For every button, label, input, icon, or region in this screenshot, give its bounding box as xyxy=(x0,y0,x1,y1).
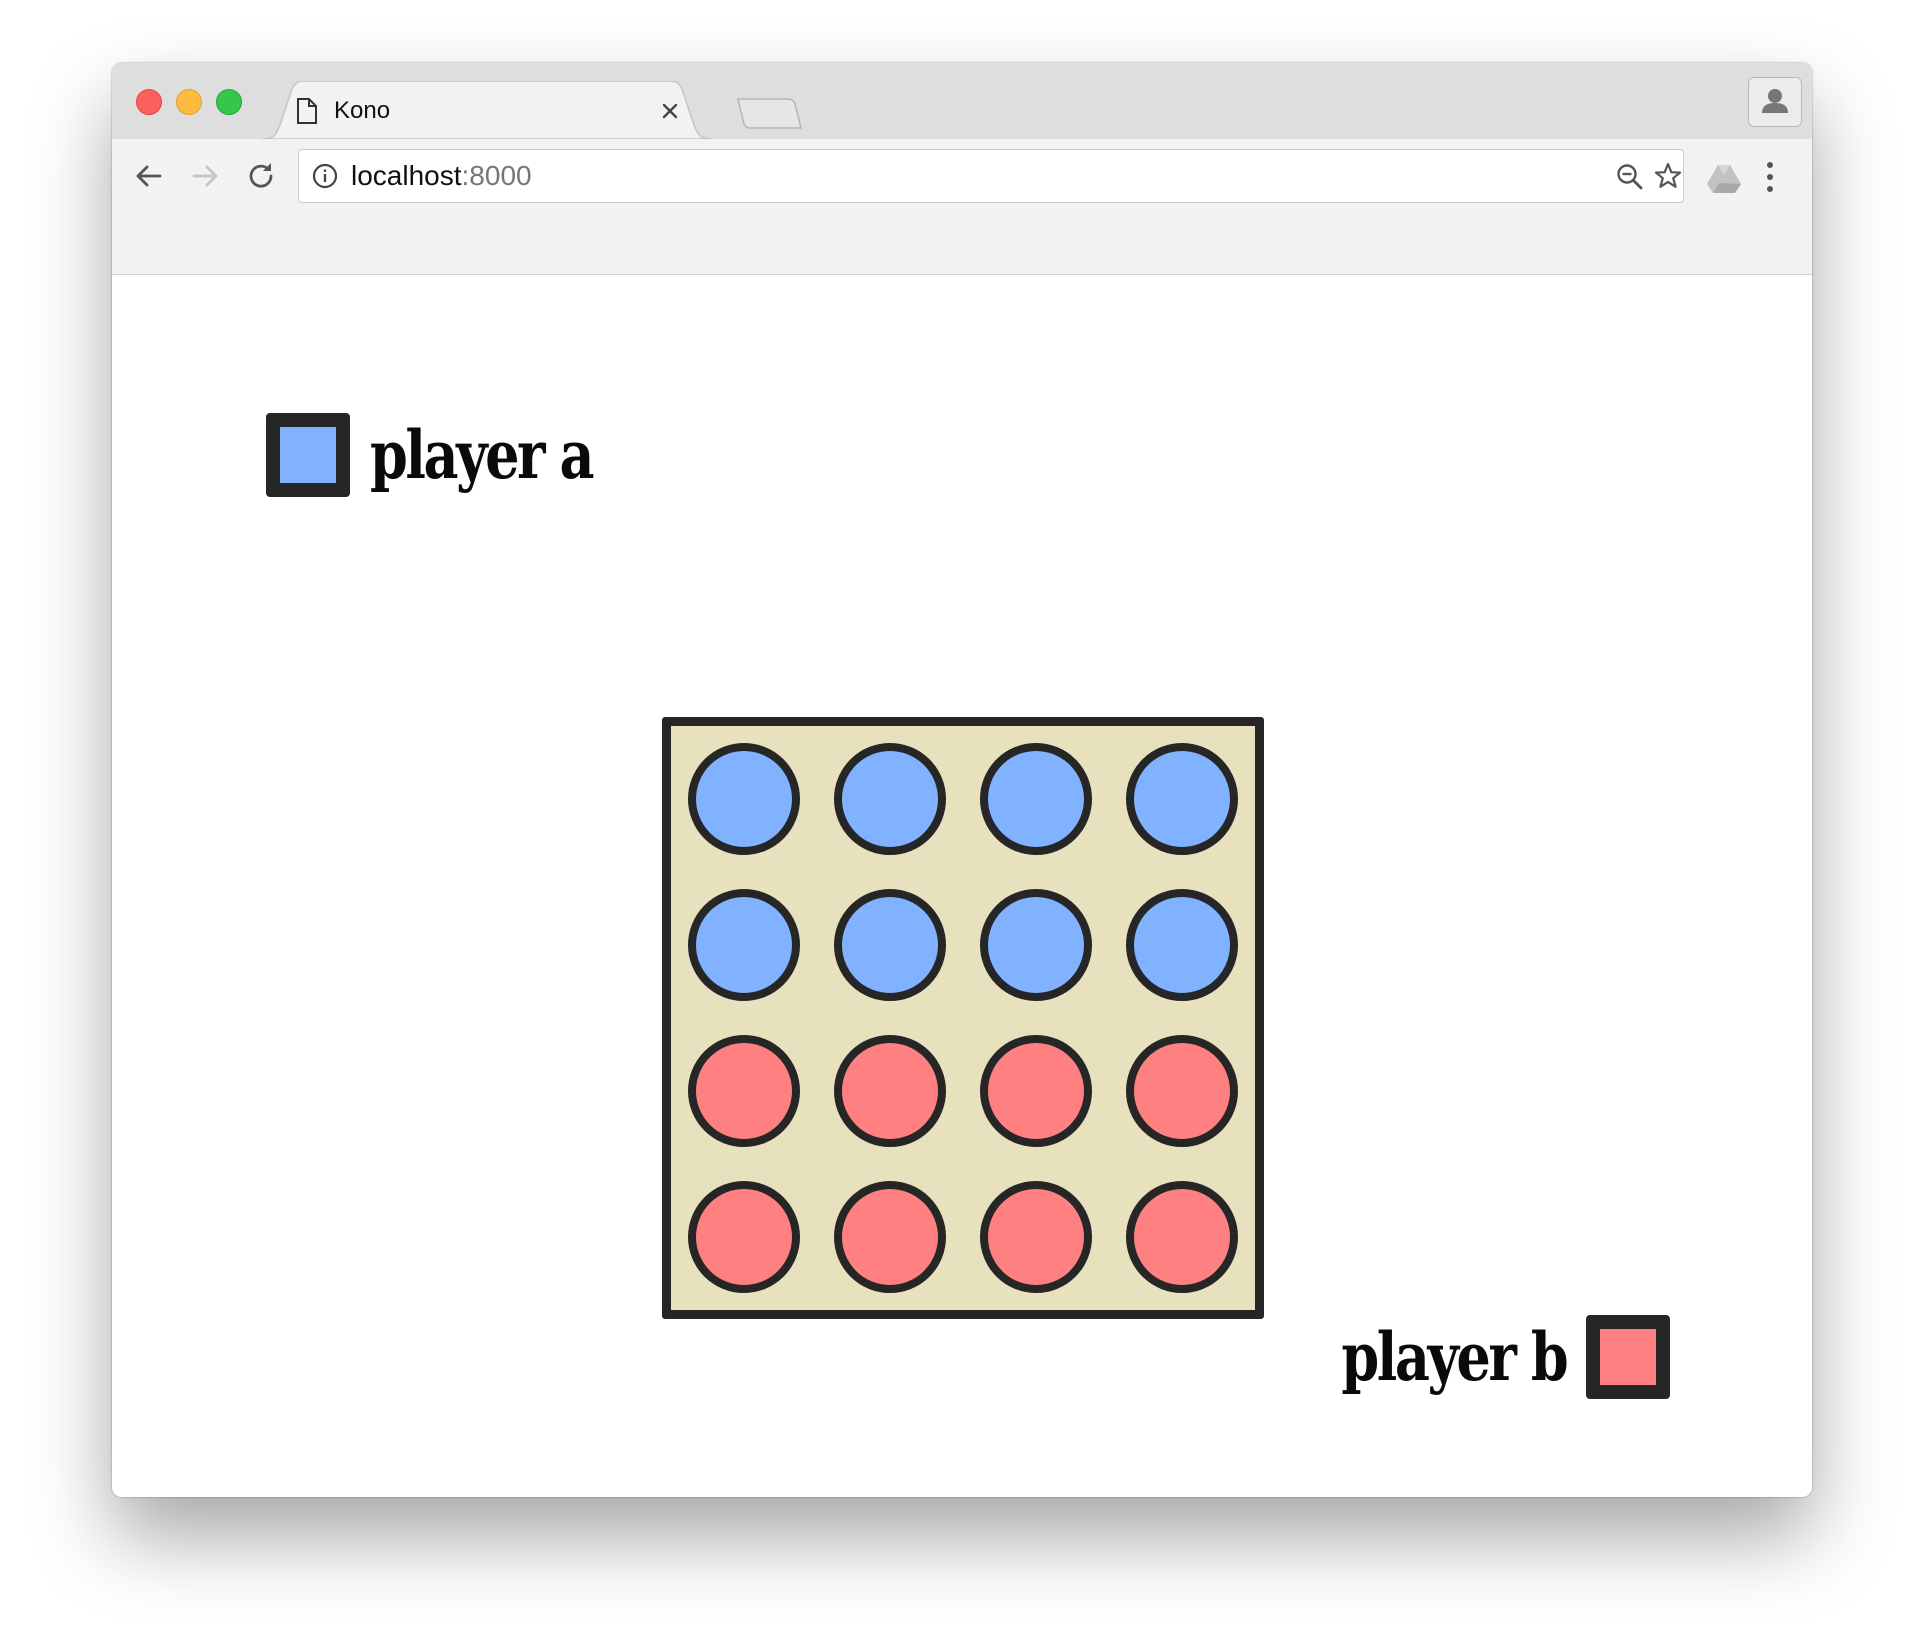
board-piece-player-b[interactable] xyxy=(834,1035,946,1147)
board-piece-player-a[interactable] xyxy=(1126,889,1238,1001)
board-piece-player-a[interactable] xyxy=(834,889,946,1001)
game-board xyxy=(662,717,1264,1319)
player-b-color-swatch xyxy=(1586,1315,1671,1399)
drive-icon[interactable] xyxy=(1706,163,1742,195)
title-bar: Kono xyxy=(112,63,1812,139)
board-piece-player-b[interactable] xyxy=(688,1035,800,1147)
tab-shape xyxy=(262,81,712,139)
board-piece-player-a[interactable] xyxy=(980,743,1092,855)
browser-tab[interactable]: Kono xyxy=(262,81,712,139)
player-a-color-swatch xyxy=(266,413,350,497)
reload-icon[interactable] xyxy=(244,159,278,193)
board-piece-player-a[interactable] xyxy=(688,743,800,855)
document-icon xyxy=(297,98,317,124)
maximize-window-button[interactable] xyxy=(216,89,242,115)
player-a-indicator: player a xyxy=(266,413,641,497)
board-piece-player-b[interactable] xyxy=(1126,1035,1238,1147)
board-piece-player-a[interactable] xyxy=(688,889,800,1001)
close-icon[interactable] xyxy=(658,99,682,123)
browser-toolbar: localhost:8000 xyxy=(112,139,1812,275)
player-a-name: player a xyxy=(370,416,595,494)
url-text: localhost:8000 xyxy=(351,160,532,192)
board-piece-player-b[interactable] xyxy=(834,1181,946,1293)
player-b-name: player b xyxy=(1341,1318,1568,1396)
info-icon[interactable] xyxy=(311,162,339,190)
player-b-indicator: player b xyxy=(1292,1315,1671,1399)
close-window-button[interactable] xyxy=(136,89,162,115)
new-tab-button[interactable] xyxy=(734,97,804,131)
board-piece-player-b[interactable] xyxy=(1126,1181,1238,1293)
back-arrow-icon[interactable] xyxy=(132,159,166,193)
profile-icon xyxy=(1762,89,1788,113)
url-host: localhost xyxy=(351,160,462,191)
board-piece-player-b[interactable] xyxy=(980,1035,1092,1147)
star-icon[interactable] xyxy=(1653,161,1683,191)
url-port: :8000 xyxy=(461,160,532,191)
browser-window: Kono xyxy=(112,63,1812,1497)
page-content: player a player b xyxy=(112,275,1812,1497)
board-piece-player-b[interactable] xyxy=(688,1181,800,1293)
tab-title: Kono xyxy=(334,97,391,124)
board-piece-player-a[interactable] xyxy=(834,743,946,855)
menu-icon[interactable] xyxy=(1764,159,1776,195)
address-bar[interactable]: localhost:8000 xyxy=(298,149,1684,203)
zoom-out-icon[interactable] xyxy=(1615,162,1645,192)
minimize-window-button[interactable] xyxy=(176,89,202,115)
board-piece-player-a[interactable] xyxy=(1126,743,1238,855)
profile-button[interactable] xyxy=(1748,77,1802,127)
board-piece-player-a[interactable] xyxy=(980,889,1092,1001)
forward-arrow-icon[interactable] xyxy=(188,159,222,193)
board-piece-player-b[interactable] xyxy=(980,1181,1092,1293)
